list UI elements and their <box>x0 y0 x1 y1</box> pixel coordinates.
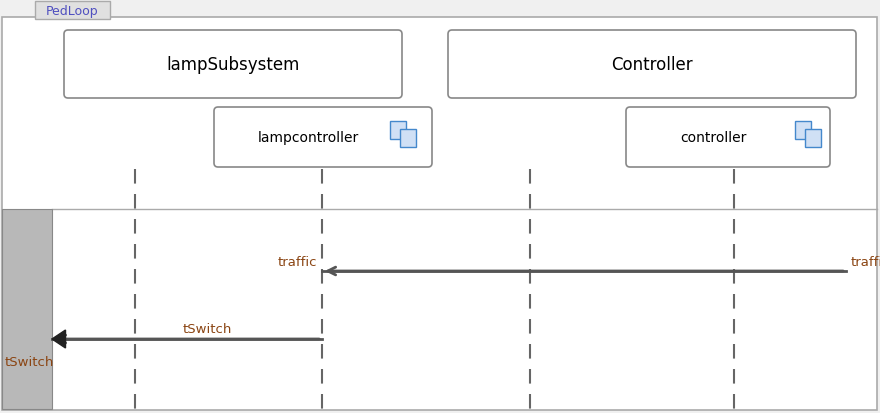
Text: tSwitch: tSwitch <box>182 322 231 335</box>
Text: controller: controller <box>680 131 746 145</box>
Text: tSwitch: tSwitch <box>5 355 55 368</box>
FancyBboxPatch shape <box>390 122 406 140</box>
FancyBboxPatch shape <box>626 108 830 168</box>
FancyBboxPatch shape <box>805 130 821 147</box>
FancyBboxPatch shape <box>795 122 811 140</box>
FancyBboxPatch shape <box>2 18 877 410</box>
Text: lampSubsystem: lampSubsystem <box>166 56 300 74</box>
Bar <box>2 209 52 409</box>
FancyBboxPatch shape <box>64 31 402 99</box>
FancyBboxPatch shape <box>448 31 856 99</box>
Text: traffic: traffic <box>277 255 317 268</box>
FancyBboxPatch shape <box>214 108 432 168</box>
Text: Controller: Controller <box>612 56 693 74</box>
Text: lampcontroller: lampcontroller <box>257 131 359 145</box>
Text: PedLoop: PedLoop <box>46 5 99 17</box>
Polygon shape <box>52 330 65 348</box>
Text: trafficColor: trafficColor <box>851 255 880 268</box>
FancyBboxPatch shape <box>35 2 110 20</box>
FancyBboxPatch shape <box>400 130 416 147</box>
